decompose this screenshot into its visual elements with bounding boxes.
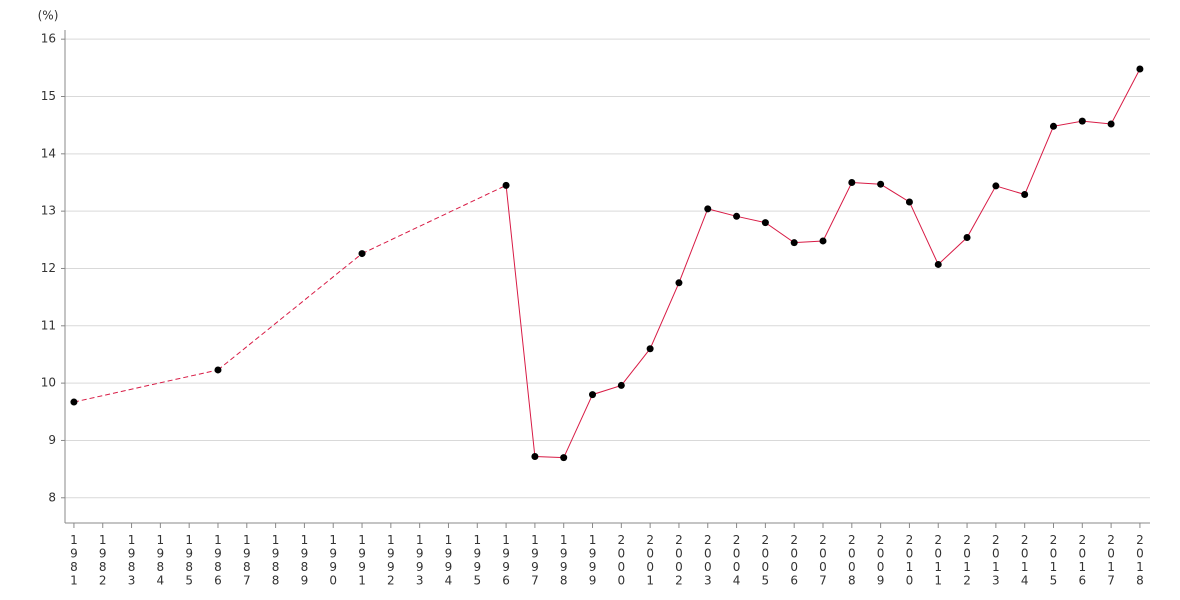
marker bbox=[502, 181, 510, 189]
marker bbox=[934, 260, 942, 268]
marker bbox=[1049, 122, 1057, 130]
marker bbox=[790, 239, 798, 247]
y-tick-label: 13 bbox=[41, 204, 56, 218]
y-tick-label: 12 bbox=[41, 261, 56, 275]
marker bbox=[992, 182, 1000, 190]
marker bbox=[761, 219, 769, 227]
y-tick-label: 16 bbox=[41, 32, 56, 46]
line bbox=[505, 68, 1141, 459]
y-tick-label: 11 bbox=[41, 318, 56, 332]
marker bbox=[905, 198, 913, 206]
marker bbox=[733, 212, 741, 220]
marker bbox=[675, 279, 683, 287]
gap-line bbox=[73, 369, 219, 403]
marker bbox=[1107, 120, 1115, 128]
marker bbox=[877, 180, 885, 188]
y-tick-label: 9 bbox=[48, 433, 56, 447]
marker bbox=[560, 454, 568, 462]
y-axis-label: (%) bbox=[38, 9, 59, 23]
marker bbox=[1078, 117, 1086, 125]
marker bbox=[531, 453, 539, 461]
marker bbox=[70, 398, 78, 406]
y-tick-label: 14 bbox=[41, 146, 56, 160]
marker bbox=[1021, 191, 1029, 199]
y-tick-label: 15 bbox=[41, 89, 56, 103]
gap-line bbox=[217, 253, 363, 371]
marker bbox=[589, 391, 597, 399]
marker bbox=[819, 237, 827, 245]
marker bbox=[358, 250, 366, 258]
marker bbox=[617, 381, 625, 389]
marker bbox=[646, 345, 654, 353]
y-tick-label: 8 bbox=[48, 490, 56, 504]
marker bbox=[848, 178, 856, 186]
marker bbox=[963, 234, 971, 242]
marker bbox=[1136, 65, 1144, 73]
marker bbox=[704, 205, 712, 213]
gap-line bbox=[361, 184, 507, 255]
y-tick-label: 10 bbox=[41, 376, 56, 390]
marker bbox=[214, 366, 222, 374]
